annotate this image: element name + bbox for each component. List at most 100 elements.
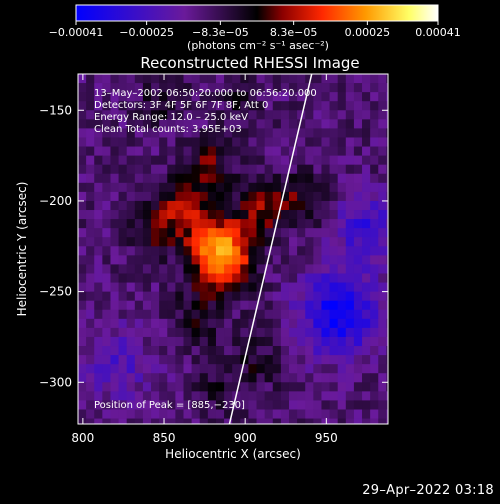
heatmap-cell [199,219,209,229]
heatmap-cell [86,191,95,202]
heatmap-cell [102,119,111,129]
heatmap-cell [305,400,314,410]
heatmap-cell [110,246,119,256]
heatmap-cell [78,391,87,401]
heatmap-cell [94,101,103,111]
heatmap-cell [288,110,298,120]
heatmap-cell [183,355,193,365]
heatmap-cell [362,137,371,147]
heatmap-cell [86,128,95,138]
x-tick-label: 900 [234,431,257,445]
heatmap-cell [297,255,306,265]
heatmap-cell [370,191,379,202]
heatmap-cell [232,110,241,120]
heatmap-cell [329,119,339,129]
heatmap-cell [297,336,306,347]
heatmap-cell [207,119,217,129]
heatmap-cell [248,83,257,93]
heatmap-cell [353,346,363,356]
heatmap-cell [167,83,176,93]
heatmap-cell [370,282,379,293]
heatmap-cell [353,128,363,138]
heatmap-cell [167,364,176,374]
heatmap-cell [134,191,144,202]
heatmap-cell [321,409,330,419]
heatmap-cell [280,92,290,102]
heatmap-cell [78,355,87,365]
heatmap-cell [272,110,282,120]
heatmap-cell [337,83,347,93]
heatmap-cell [142,128,152,138]
heatmap-cell [118,264,128,274]
x-tick-label: 800 [71,431,94,445]
heatmap-cell [134,246,144,256]
heatmap-cell [102,391,111,401]
heatmap-cell [256,83,266,93]
heatmap-cell [118,83,128,93]
heatmap-cell [183,191,193,202]
heatmap-cell [378,336,387,347]
heatmap-cell [215,355,225,365]
heatmap-cell [297,210,306,220]
heatmap-cell [86,110,95,120]
heatmap-cell [337,418,347,424]
heatmap-cell [288,291,298,302]
heatmap-cell [313,409,322,419]
heatmap-cell [134,382,144,392]
heatmap-cell [378,418,387,424]
heatmap-cell [329,101,339,111]
heatmap-cell [94,255,103,265]
heatmap-cell [159,146,168,157]
heatmap-cell [191,119,201,129]
heatmap-cell [232,309,241,320]
heatmap-cell [337,155,347,166]
heatmap-cell [370,246,379,256]
heatmap-cell [126,119,136,129]
heatmap-cell [191,391,201,401]
heatmap-cell [264,373,274,383]
heatmap-cell [199,155,209,166]
heatmap-cell [207,318,217,329]
heatmap-cell [126,309,136,320]
heatmap-cell [126,182,136,193]
heatmap-cell [183,291,193,302]
heatmap-cell [353,146,363,157]
heatmap-cell [167,409,176,419]
heatmap-cell [126,346,136,356]
heatmap-cell [142,400,152,410]
heatmap-cell [126,391,136,401]
heatmap-cell [288,155,298,166]
heatmap-cell [199,382,209,392]
heatmap-cell [183,237,193,247]
heatmap-cell [183,219,193,229]
heatmap-cell [345,364,355,374]
heatmap-cell [94,300,103,311]
heatmap-cell [102,318,111,329]
heatmap-cell [256,119,266,129]
heatmap-cell [191,255,201,265]
heatmap-cell [288,219,298,229]
heatmap-cell [110,146,119,157]
heatmap-cell [142,101,152,111]
heatmap-cell [264,173,274,184]
heatmap-cell [191,92,201,102]
heatmap-cell [159,309,168,320]
heatmap-cell [183,246,193,256]
heatmap-cell [224,119,233,129]
heatmap-cell [126,418,136,424]
heatmap-cell [272,364,282,374]
heatmap-cell [207,255,217,265]
heatmap-cell [256,346,266,356]
heatmap-cell [264,355,274,365]
heatmap-cell [183,400,193,410]
heatmap-cell [240,309,249,320]
heatmap-cell [305,155,314,166]
heatmap-cell [321,128,330,138]
heatmap-cell [232,255,241,265]
heatmap-cell [102,409,111,419]
heatmap-cell [240,210,249,220]
heatmap-cell [256,146,266,157]
heatmap-cell [288,364,298,374]
heatmap-cell [94,228,103,238]
heatmap-cell [345,110,355,120]
